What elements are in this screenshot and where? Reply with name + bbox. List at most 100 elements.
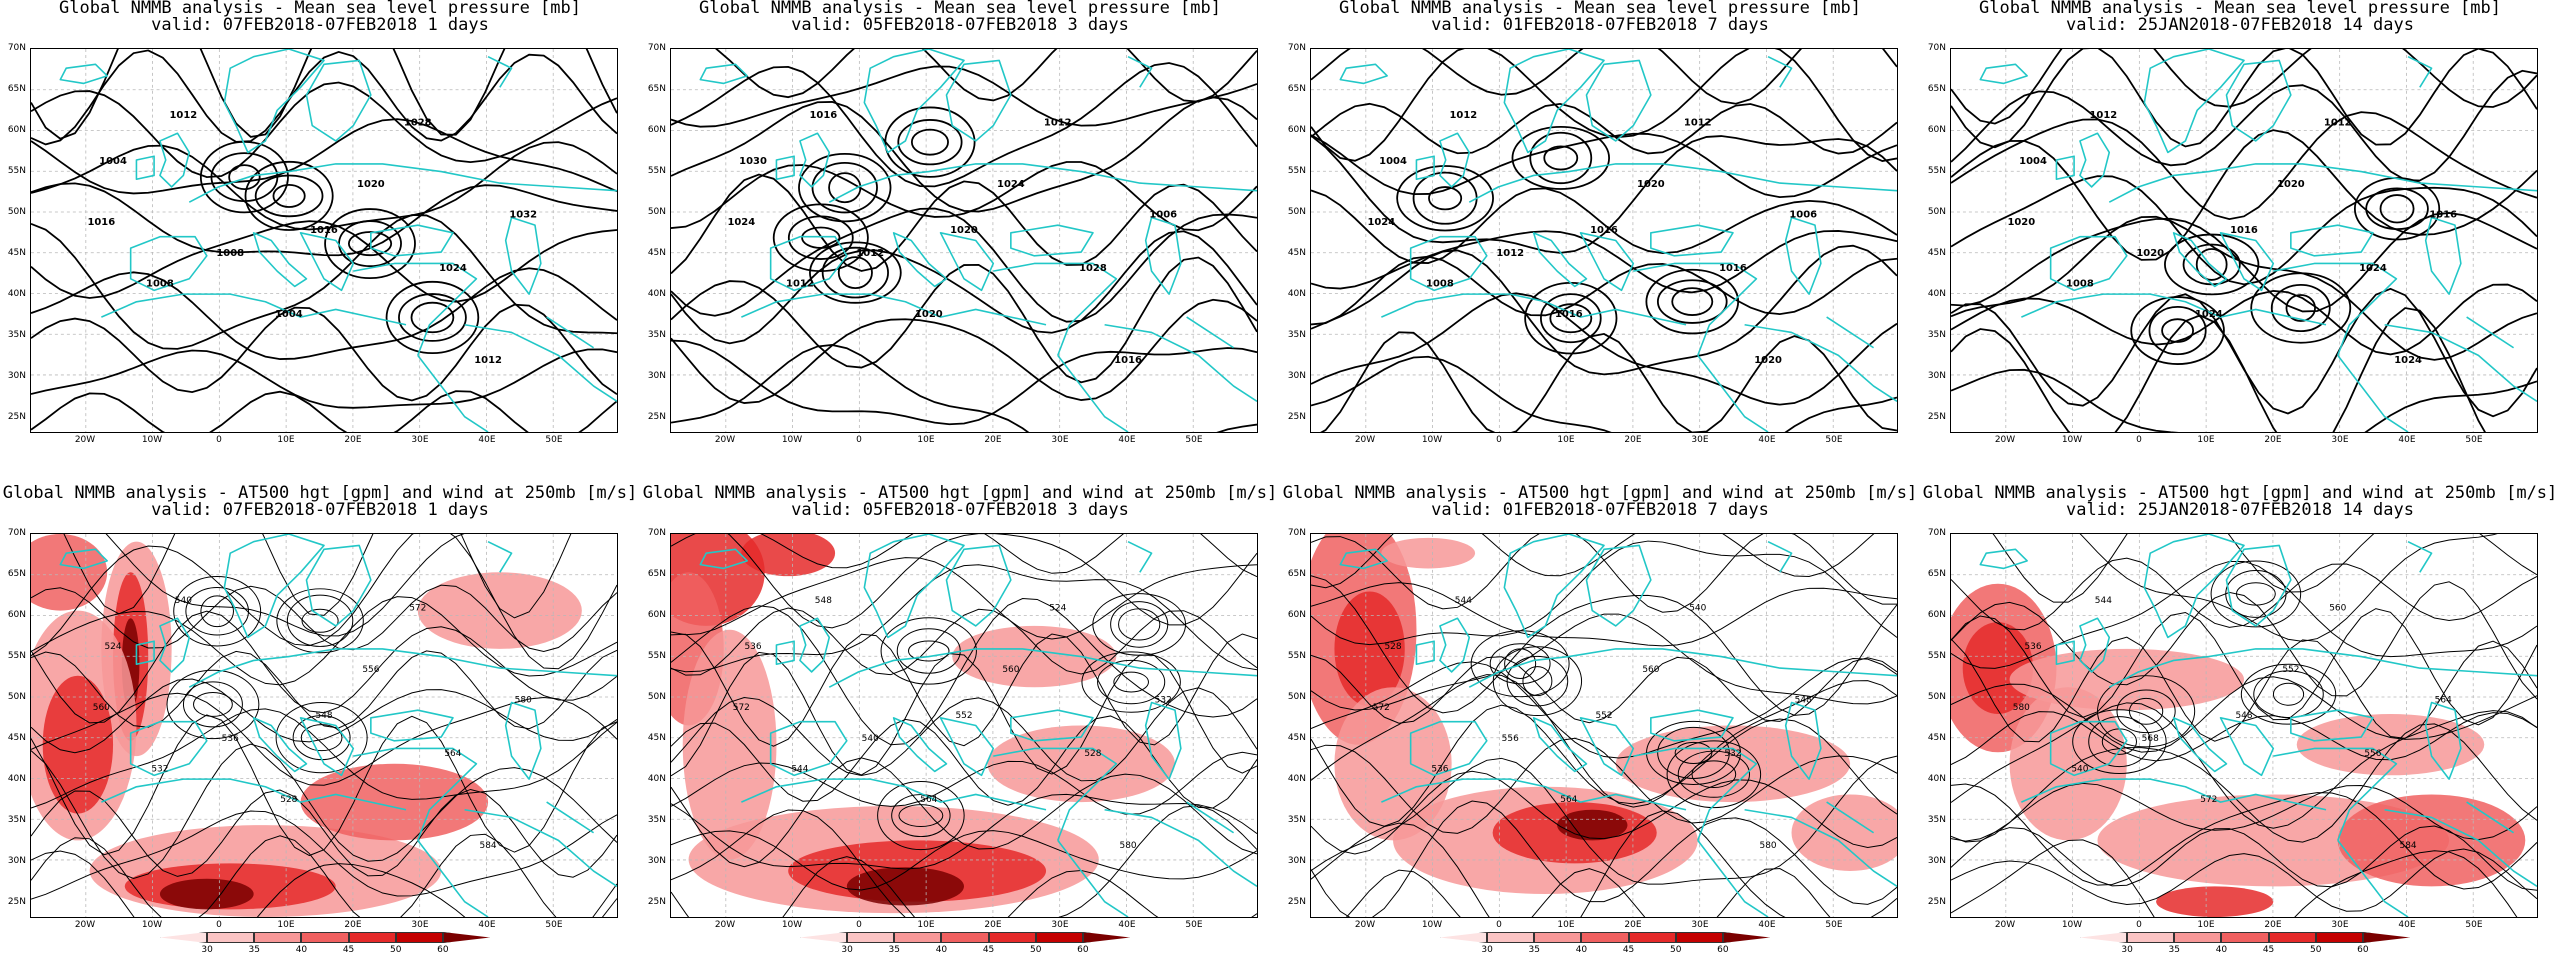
contour-label: 1020 (1754, 355, 1782, 366)
contour-label: 568 (2142, 734, 2159, 744)
lat-tick-label: 70N (647, 43, 666, 53)
lon-tick-label: 10W (2061, 920, 2083, 930)
contour-label: 540 (2071, 764, 2088, 774)
pressure-contour-map: 1030 1012 1016 1020 1024 1028 1012 1006 1012 1020… (671, 49, 1257, 432)
lat-tick-label: 40N (1927, 288, 1946, 299)
contour-label: 1012 (170, 110, 198, 121)
lat-tick-label: 35N (7, 814, 26, 825)
colorbar-swatch (442, 932, 490, 943)
lon-tick-label: 50E (1185, 920, 1203, 930)
lat-tick-label: 65N (1287, 83, 1306, 94)
lon-tick-label: 20W (1354, 920, 1376, 930)
colorbar-swatch (894, 932, 942, 943)
lat-tick-label: 50N (1927, 206, 1946, 217)
slp-panel: Global NMMB analysis - Mean sea level pr… (1920, 0, 2560, 470)
lon-tick-label: 20W (714, 920, 736, 930)
lat-tick-label: 25N (1927, 411, 1946, 422)
contour-label: 1016 (310, 225, 338, 236)
colorbar-swatch (1082, 932, 1130, 943)
contour-label: 1024 (727, 217, 755, 228)
lon-tick-label: 10E (2197, 920, 2215, 930)
panel-title: Global NMMB analysis - AT500 hgt [gpm] a… (2, 483, 638, 503)
lon-tick-label: 10W (781, 435, 803, 445)
lon-tick-label: 0 (856, 920, 862, 930)
contour-label: 536 (222, 734, 239, 744)
lon-tick-label: 50E (545, 435, 563, 445)
lat-tick-label: 35N (1927, 814, 1946, 825)
lat-tick-label: 65N (7, 83, 26, 94)
lon-tick-label: 0 (2136, 435, 2142, 445)
contour-label: 528 (280, 795, 297, 805)
lon-tick-label: 10E (277, 435, 295, 445)
at500-panel: Global NMMB analysis - AT500 hgt [gpm] a… (0, 485, 640, 960)
colorbar-swatch (1581, 932, 1629, 943)
contour-label: 552 (1595, 711, 1612, 721)
lat-tick-label: 60N (1287, 124, 1306, 135)
lat-tick-label: 30N (7, 855, 26, 866)
colorbar-swatch (348, 932, 396, 943)
colorbar-tick-label: 35 (888, 945, 900, 955)
contour-label: 1020 (2136, 248, 2164, 259)
lon-tick-label: 20E (2264, 920, 2282, 930)
lat-tick-label: 55N (1927, 650, 1946, 661)
colorbar-swatch (1628, 932, 1676, 943)
lon-tick-label: 10W (141, 435, 163, 445)
at500-panel: Global NMMB analysis - AT500 hgt [gpm] a… (1280, 485, 1920, 960)
lon-tick-label: 0 (1496, 920, 1502, 930)
lon-tick-label: 20E (2264, 435, 2282, 445)
lon-tick-label: 20E (1624, 435, 1642, 445)
lat-tick-label: 70N (7, 528, 26, 538)
lat-tick-label: 50N (647, 691, 666, 702)
contour-label: 552 (955, 711, 972, 721)
lat-tick-label: 70N (1927, 528, 1946, 538)
contour-label: 1008 (1426, 278, 1454, 289)
lat-tick-label: 70N (1927, 43, 1946, 53)
lon-tick-label: 10E (917, 920, 935, 930)
colorbar-swatch (1035, 932, 1083, 943)
contour-label: 1012 (1496, 248, 1524, 259)
lon-tick-label: 20W (1354, 435, 1376, 445)
contour-label: 532 (1155, 696, 1172, 706)
contour-label: 1020 (2007, 217, 2035, 228)
lon-tick-label: 40E (2398, 435, 2416, 445)
lat-tick-label: 60N (647, 609, 666, 620)
contour-label: 1006 (1149, 210, 1177, 221)
contour-label: 524 (104, 642, 121, 652)
colorbar-swatch (395, 932, 443, 943)
panel-valid-period: valid: 01FEB2018-07FEB2018 7 days (1431, 500, 1769, 520)
colorbar-swatch (2268, 932, 2316, 943)
lon-tick-label: 30E (2331, 435, 2349, 445)
lat-tick-label: 25N (647, 411, 666, 422)
lat-tick-label: 40N (647, 288, 666, 299)
lat-tick-label: 25N (1927, 896, 1946, 907)
contour-label: 572 (733, 703, 750, 713)
lat-tick-label: 70N (1287, 528, 1306, 538)
contour-label: 1016 (2230, 225, 2258, 236)
lat-tick-label: 45N (1287, 247, 1306, 258)
contour-label: 548 (1795, 696, 1812, 706)
lat-tick-label: 60N (7, 124, 26, 135)
contour-label: 1004 (1379, 156, 1407, 167)
colorbar-tick-label: 30 (1481, 945, 1493, 955)
lat-tick-label: 30N (1287, 855, 1306, 866)
lat-tick-label: 55N (1927, 165, 1946, 176)
lon-tick-label: 40E (2398, 920, 2416, 930)
panel-title: Global NMMB analysis - Mean sea level pr… (1339, 0, 1861, 18)
lat-tick-label: 65N (647, 83, 666, 94)
lat-tick-label: 45N (647, 247, 666, 258)
colorbar-tick-label: 45 (1622, 945, 1635, 955)
contour-label: 536 (744, 642, 761, 652)
colorbar-tick-label: 30 (2121, 945, 2133, 955)
lat-tick-label: 50N (1287, 206, 1306, 217)
lat-tick-label: 65N (1287, 568, 1306, 579)
colorbar-tick-label: 60 (1077, 945, 1089, 955)
lat-tick-label: 30N (1287, 370, 1306, 381)
contour-label: 1020 (1637, 179, 1665, 190)
lat-tick-label: 60N (647, 124, 666, 135)
colorbar-tick-label: 60 (1717, 945, 1729, 955)
contour-label: 1024 (2195, 309, 2223, 320)
contour-label: 528 (1384, 642, 1401, 652)
lon-tick-label: 0 (1496, 435, 1502, 445)
contour-label: 1012 (2090, 110, 2118, 121)
contour-label: 1020 (915, 309, 943, 320)
